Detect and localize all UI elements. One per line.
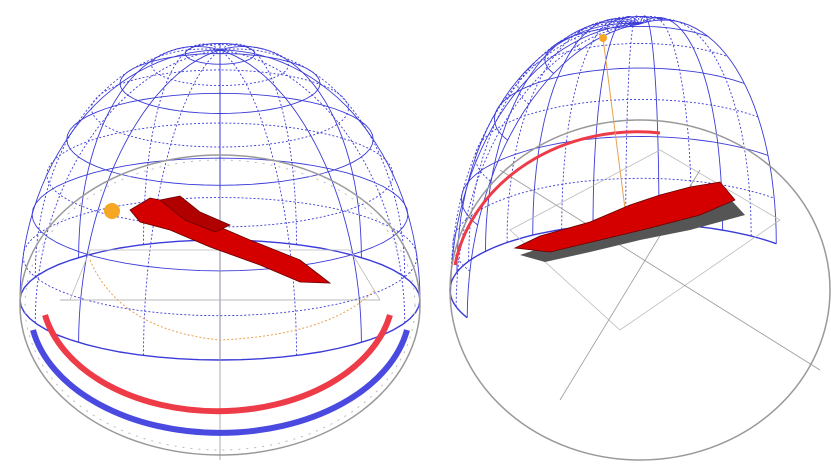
dome-wire [219,45,362,258]
ground-ticks [24,159,416,451]
sun-path [89,259,376,341]
dome-wire [19,49,221,301]
dome-wire [561,16,641,230]
sun [599,34,607,42]
ground-circle [449,119,831,461]
dome-wire [219,49,421,301]
dome-wire [639,18,752,237]
dome-wire [456,22,641,273]
dome-wire [219,49,406,324]
left-view [19,42,421,460]
ship-hull [513,181,736,253]
dome-wire [592,15,641,226]
dome-wire [34,49,221,324]
right-view [449,15,831,461]
dome-wire [219,49,362,343]
red-arc [453,130,661,266]
dome-wire [450,23,640,284]
dome-wire [78,45,221,258]
dome-wire [506,19,641,243]
ship [513,181,745,262]
dome-wire [46,122,394,228]
dome-wire [450,23,641,296]
blue-arc [30,329,410,436]
ship [129,195,332,284]
ship-deck [159,195,231,233]
ground-circle [19,154,421,456]
grid-axis [499,169,821,371]
dome-wire [34,48,221,278]
dome-wire [78,49,221,343]
dome-wire [143,43,221,245]
sun [104,203,120,219]
dome-wire [639,19,777,244]
dome-wire [639,16,724,231]
dome-wire [466,23,641,318]
dome-wire [219,48,406,278]
dome-wire [639,15,660,224]
dome-wire [219,43,297,245]
dome-wire [625,15,641,224]
sun-ray [602,37,629,233]
grid-plane [509,149,781,331]
red-arc [42,314,393,415]
